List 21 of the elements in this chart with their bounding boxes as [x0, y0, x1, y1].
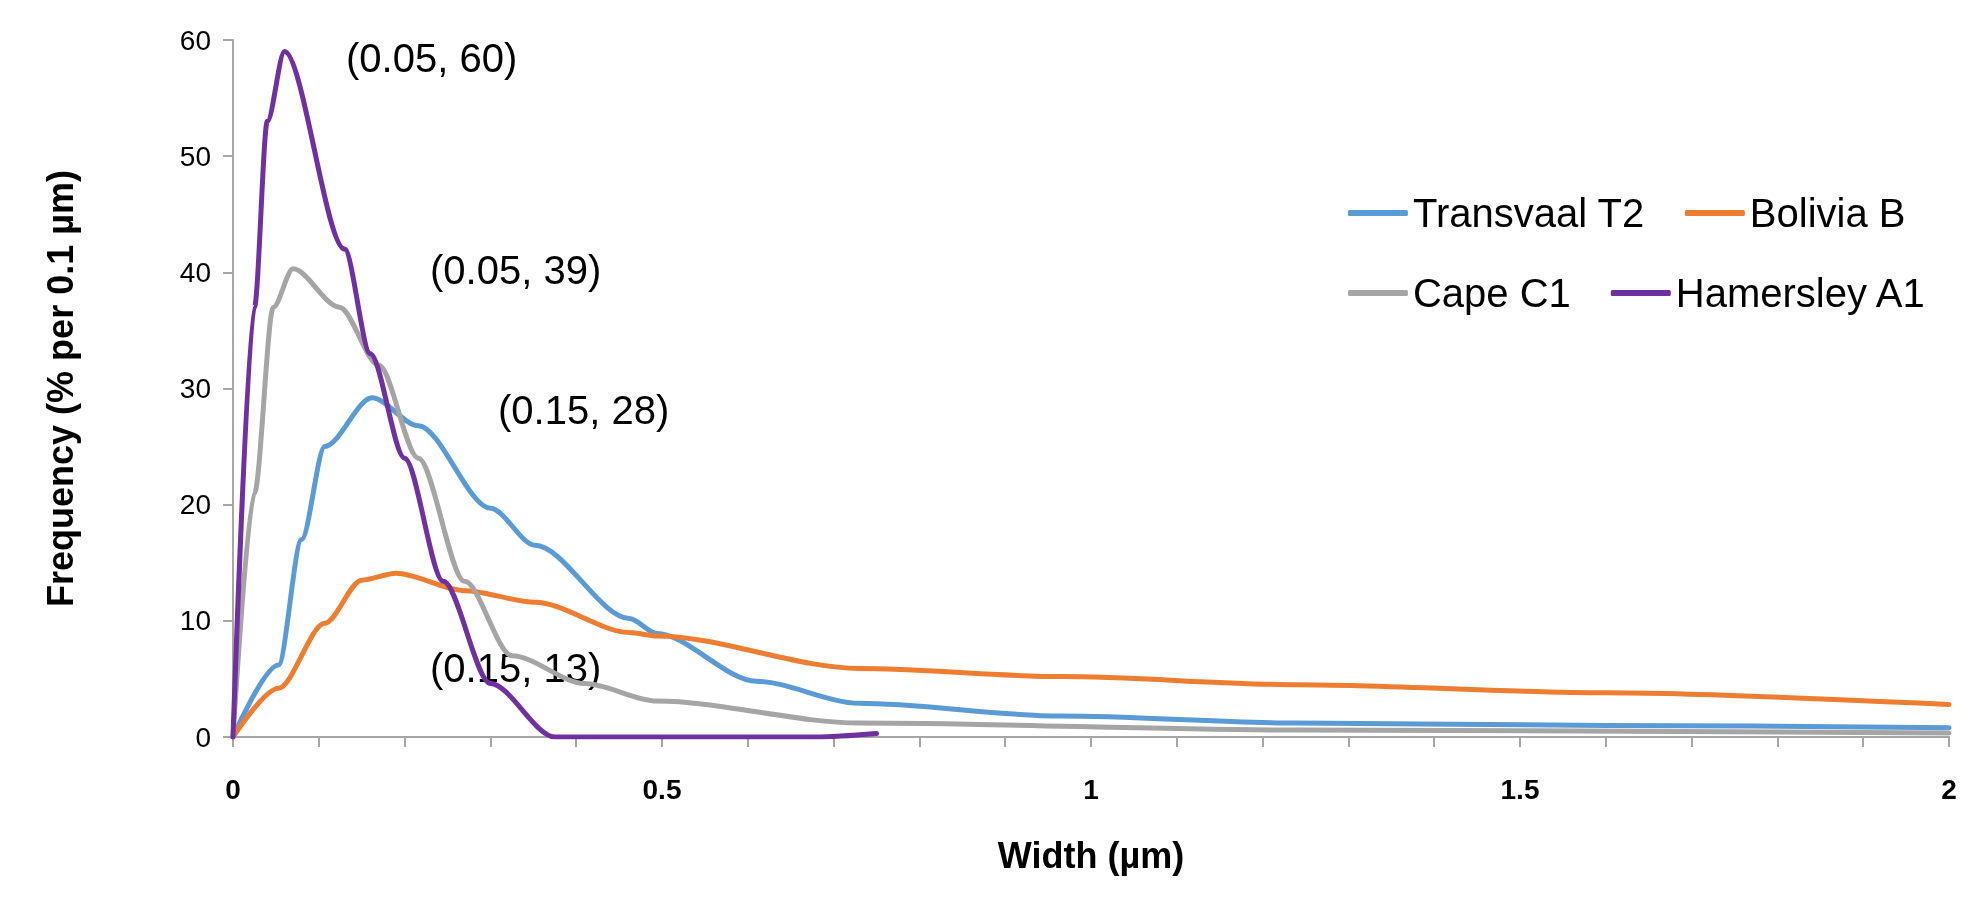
legend-label: Hamersley A1 [1675, 271, 1925, 315]
y-tick-label: 50 [179, 140, 211, 172]
x-axis-title: Width (µm) [997, 834, 1185, 876]
y-tick-label: 0 [195, 721, 211, 753]
legend-label: Transvaal T2 [1412, 191, 1645, 235]
y-tick-label: 10 [179, 605, 211, 637]
legend-label: Bolivia B [1749, 191, 1906, 235]
legend-label: Cape C1 [1412, 271, 1571, 315]
y-tick-label: 30 [179, 373, 211, 404]
x-tick-label: 0 [225, 773, 241, 805]
annotation: (0.05, 60) [346, 36, 518, 80]
x-tick-label: 2 [1941, 773, 1957, 805]
x-tick-label: 1.5 [1500, 773, 1540, 805]
y-tick-label: 20 [179, 489, 211, 521]
y-axis-title: Frequency (% per 0.1 µm) [39, 170, 81, 607]
annotation: (0.15, 28) [498, 388, 670, 432]
x-tick-label: 0.5 [642, 773, 682, 805]
annotation: (0.05, 39) [430, 248, 602, 292]
y-tick-label: 40 [179, 256, 211, 288]
y-tick-label: 60 [179, 24, 211, 56]
x-tick-label: 1 [1083, 773, 1099, 805]
